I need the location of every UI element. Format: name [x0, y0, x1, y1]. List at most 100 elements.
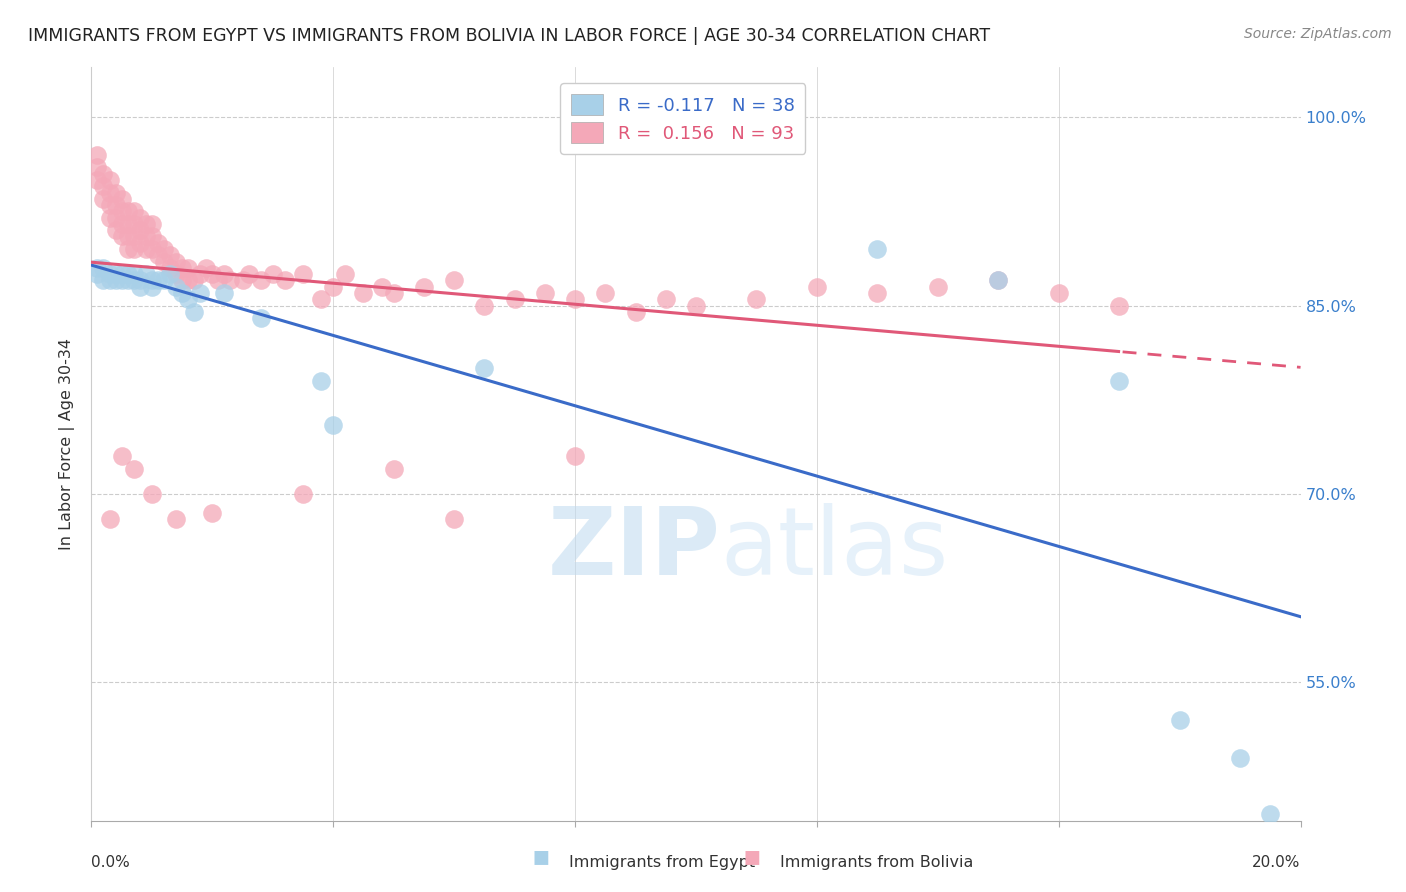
Point	[117, 242, 139, 256]
Point	[117, 204, 139, 219]
Point	[472, 299, 495, 313]
Legend: R = -0.117   N = 38, R =  0.156   N = 93: R = -0.117 N = 38, R = 0.156 N = 93	[560, 84, 806, 154]
Point	[1229, 751, 1251, 765]
Text: ZIP: ZIP	[547, 503, 720, 595]
Point	[987, 273, 1010, 287]
Text: IMMIGRANTS FROM EGYPT VS IMMIGRANTS FROM BOLIVIA IN LABOR FORCE | AGE 30-34 CORR: IMMIGRANTS FROM EGYPT VS IMMIGRANTS FROM…	[28, 27, 990, 45]
Point	[866, 242, 889, 256]
Point	[352, 285, 374, 300]
Point	[564, 293, 586, 307]
Point	[104, 211, 127, 225]
Point	[188, 267, 211, 281]
Point	[104, 223, 127, 237]
Point	[98, 211, 121, 225]
Point	[93, 192, 115, 206]
Point	[128, 211, 150, 225]
Point	[117, 273, 139, 287]
Point	[104, 198, 127, 212]
Text: Immigrants from Bolivia: Immigrants from Bolivia	[780, 855, 974, 870]
Point	[443, 273, 465, 287]
Point	[128, 235, 150, 250]
Point	[86, 267, 108, 281]
Point	[111, 273, 132, 287]
Point	[159, 260, 181, 275]
Point	[165, 512, 187, 526]
Point	[153, 242, 176, 256]
Point	[104, 267, 127, 281]
Point	[370, 279, 392, 293]
Point	[128, 223, 150, 237]
Point	[172, 260, 194, 275]
Point	[249, 311, 271, 326]
Point	[159, 267, 181, 281]
Point	[146, 235, 169, 250]
Point	[172, 273, 194, 287]
Point	[98, 173, 121, 187]
Point	[165, 279, 187, 293]
Point	[1047, 285, 1070, 300]
Point	[1168, 713, 1191, 727]
Point	[122, 229, 145, 244]
Point	[146, 273, 169, 287]
Point	[98, 273, 121, 287]
Point	[172, 285, 194, 300]
Point	[654, 293, 676, 307]
Point	[111, 217, 132, 231]
Point	[104, 186, 127, 200]
Point	[183, 305, 205, 319]
Point	[595, 285, 617, 300]
Point	[165, 267, 187, 281]
Point	[122, 242, 145, 256]
Point	[214, 267, 236, 281]
Point	[128, 273, 150, 287]
Point	[117, 229, 139, 244]
Point	[135, 267, 157, 281]
Point	[1108, 374, 1130, 388]
Point	[141, 273, 163, 287]
Point	[122, 462, 145, 476]
Point	[309, 374, 332, 388]
Text: 0.0%: 0.0%	[91, 855, 131, 870]
Point	[927, 279, 949, 293]
Point	[141, 229, 163, 244]
Point	[292, 487, 315, 501]
Point	[201, 506, 224, 520]
Point	[238, 267, 260, 281]
Point	[188, 285, 211, 300]
Text: atlas: atlas	[720, 503, 949, 595]
Point	[382, 285, 405, 300]
Point	[745, 293, 768, 307]
Point	[292, 267, 315, 281]
Point	[564, 450, 586, 464]
Point	[93, 167, 115, 181]
Point	[322, 279, 344, 293]
Point	[207, 273, 229, 287]
Point	[322, 417, 344, 432]
Point	[104, 273, 127, 287]
Point	[135, 229, 157, 244]
Point	[153, 254, 176, 268]
Point	[1108, 299, 1130, 313]
Text: Immigrants from Egypt: Immigrants from Egypt	[569, 855, 755, 870]
Point	[117, 267, 139, 281]
Point	[382, 462, 405, 476]
Point	[231, 273, 253, 287]
Point	[183, 273, 205, 287]
Point	[624, 305, 647, 319]
Point	[86, 161, 108, 175]
Point	[987, 273, 1010, 287]
Point	[153, 273, 176, 287]
Point	[146, 248, 169, 262]
Point	[443, 512, 465, 526]
Point	[866, 285, 889, 300]
Point	[503, 293, 526, 307]
Point	[98, 267, 121, 281]
Point	[93, 260, 115, 275]
Point	[159, 248, 181, 262]
Point	[93, 273, 115, 287]
Text: ▪: ▪	[742, 842, 762, 870]
Point	[177, 260, 200, 275]
Point	[219, 273, 242, 287]
Point	[98, 198, 121, 212]
Point	[86, 260, 108, 275]
